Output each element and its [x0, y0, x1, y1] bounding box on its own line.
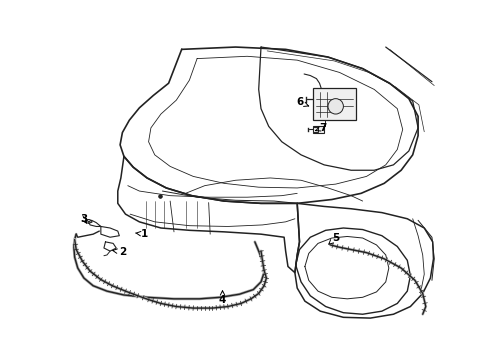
Text: 3: 3 [80, 214, 87, 224]
Text: 1: 1 [135, 229, 148, 239]
FancyBboxPatch shape [313, 126, 324, 132]
FancyBboxPatch shape [313, 88, 355, 120]
Circle shape [327, 99, 343, 114]
Text: 5: 5 [328, 233, 339, 244]
Text: 4: 4 [218, 291, 226, 305]
Text: 7: 7 [315, 123, 325, 133]
Text: 2: 2 [112, 247, 126, 257]
Text: 6: 6 [295, 98, 308, 108]
FancyBboxPatch shape [313, 127, 317, 132]
